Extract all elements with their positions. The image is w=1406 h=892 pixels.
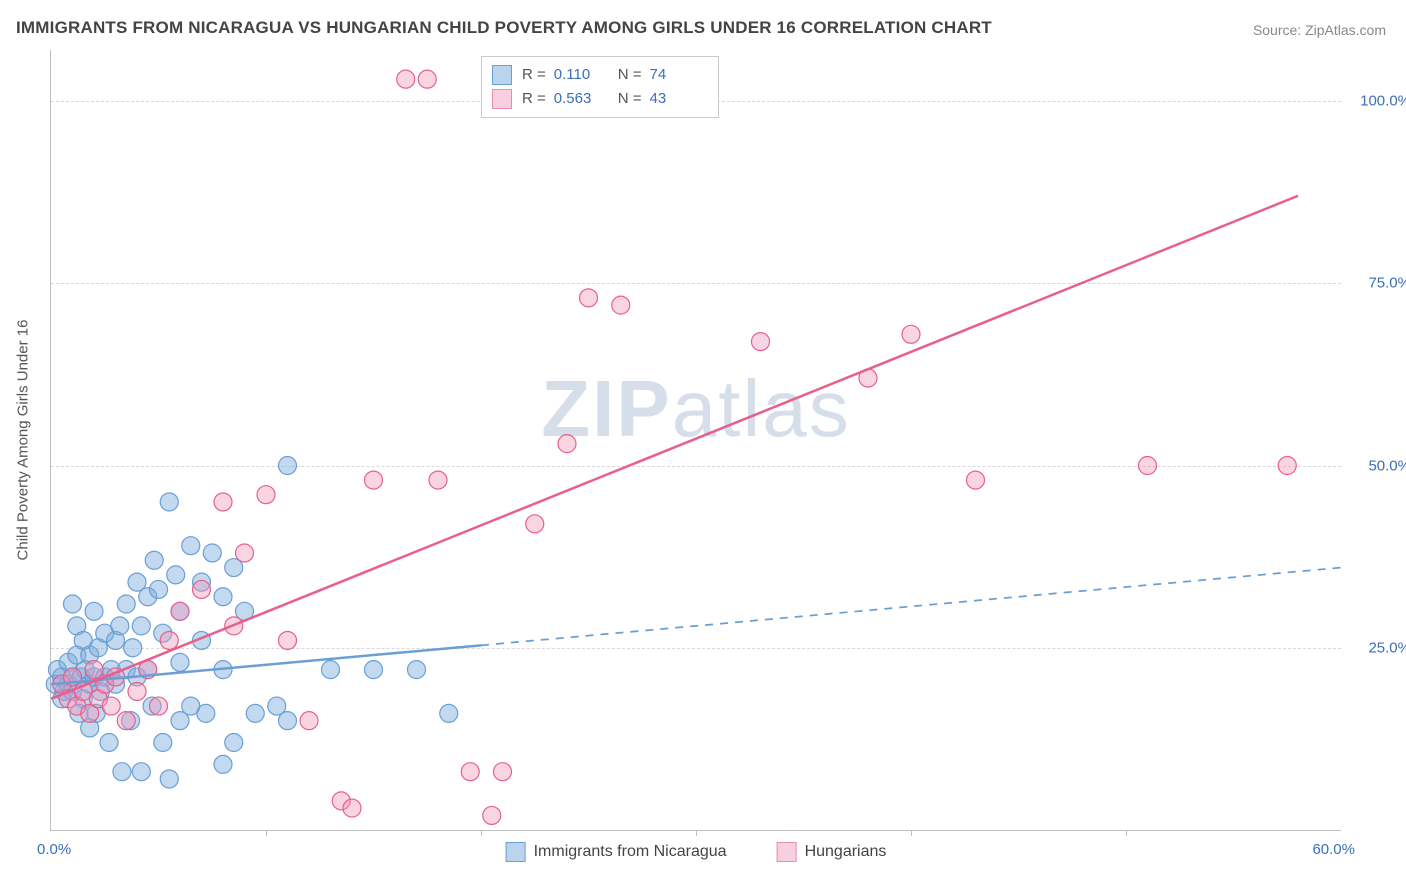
data-point bbox=[132, 617, 150, 635]
x-tick bbox=[1126, 830, 1127, 836]
plot-area: Child Poverty Among Girls Under 16 ZIPat… bbox=[50, 50, 1341, 831]
x-tick bbox=[696, 830, 697, 836]
data-point bbox=[193, 580, 211, 598]
data-point bbox=[160, 493, 178, 511]
data-point bbox=[483, 806, 501, 824]
data-point bbox=[160, 770, 178, 788]
data-point bbox=[236, 544, 254, 562]
data-point bbox=[197, 704, 215, 722]
data-point bbox=[902, 325, 920, 343]
data-point bbox=[461, 763, 479, 781]
data-point bbox=[343, 799, 361, 817]
regression-line-dashed bbox=[481, 568, 1341, 646]
data-point bbox=[279, 712, 297, 730]
data-point bbox=[279, 457, 297, 475]
x-axis-max-label: 60.0% bbox=[1312, 841, 1355, 858]
data-point bbox=[246, 704, 264, 722]
legend-item-2: Hungarians bbox=[777, 842, 887, 862]
data-point bbox=[300, 712, 318, 730]
y-tick-label: 75.0% bbox=[1351, 275, 1406, 292]
data-point bbox=[526, 515, 544, 533]
data-point bbox=[418, 70, 436, 88]
data-point bbox=[167, 566, 185, 584]
data-point bbox=[203, 544, 221, 562]
chart-title: IMMIGRANTS FROM NICARAGUA VS HUNGARIAN C… bbox=[16, 18, 992, 38]
data-point bbox=[111, 617, 129, 635]
data-point bbox=[322, 661, 340, 679]
regression-line-solid bbox=[51, 196, 1298, 699]
data-point bbox=[64, 595, 82, 613]
y-tick-label: 100.0% bbox=[1351, 93, 1406, 110]
data-point bbox=[612, 296, 630, 314]
data-point bbox=[1139, 457, 1157, 475]
legend-label-1: Immigrants from Nicaragua bbox=[534, 843, 727, 861]
x-axis-min-label: 0.0% bbox=[37, 841, 71, 858]
chart-svg bbox=[51, 50, 1341, 830]
data-point bbox=[752, 333, 770, 351]
x-tick bbox=[266, 830, 267, 836]
data-point bbox=[257, 486, 275, 504]
y-axis-title: Child Poverty Among Girls Under 16 bbox=[15, 320, 32, 561]
data-point bbox=[132, 763, 150, 781]
y-tick-label: 50.0% bbox=[1351, 457, 1406, 474]
data-point bbox=[214, 493, 232, 511]
data-point bbox=[150, 697, 168, 715]
data-point bbox=[365, 661, 383, 679]
data-point bbox=[558, 435, 576, 453]
source-label: Source: ZipAtlas.com bbox=[1253, 22, 1386, 38]
series-legend: Immigrants from Nicaragua Hungarians bbox=[506, 842, 887, 862]
data-point bbox=[128, 682, 146, 700]
data-point bbox=[408, 661, 426, 679]
data-point bbox=[171, 653, 189, 671]
data-point bbox=[1278, 457, 1296, 475]
data-point bbox=[967, 471, 985, 489]
data-point bbox=[117, 712, 135, 730]
data-point bbox=[100, 734, 118, 752]
data-point bbox=[225, 734, 243, 752]
data-point bbox=[397, 70, 415, 88]
data-point bbox=[365, 471, 383, 489]
legend-swatch-blue-2 bbox=[506, 842, 526, 862]
legend-label-2: Hungarians bbox=[805, 843, 887, 861]
legend-swatch-pink-2 bbox=[777, 842, 797, 862]
data-point bbox=[160, 631, 178, 649]
data-point bbox=[154, 734, 172, 752]
data-point bbox=[279, 631, 297, 649]
data-point bbox=[117, 595, 135, 613]
y-tick-label: 25.0% bbox=[1351, 639, 1406, 656]
data-point bbox=[145, 551, 163, 569]
data-point bbox=[102, 697, 120, 715]
data-point bbox=[580, 289, 598, 307]
data-point bbox=[214, 588, 232, 606]
data-point bbox=[182, 537, 200, 555]
x-tick bbox=[481, 830, 482, 836]
x-tick bbox=[911, 830, 912, 836]
data-point bbox=[150, 580, 168, 598]
legend-item-1: Immigrants from Nicaragua bbox=[506, 842, 727, 862]
data-point bbox=[214, 755, 232, 773]
data-point bbox=[113, 763, 131, 781]
data-point bbox=[171, 602, 189, 620]
data-point bbox=[440, 704, 458, 722]
data-point bbox=[124, 639, 142, 657]
data-point bbox=[494, 763, 512, 781]
data-point bbox=[429, 471, 447, 489]
data-point bbox=[85, 602, 103, 620]
